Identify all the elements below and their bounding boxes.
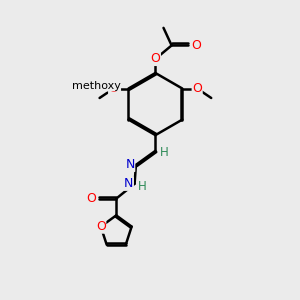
Text: N: N <box>124 177 133 190</box>
Text: O: O <box>109 82 118 95</box>
Text: O: O <box>86 192 96 205</box>
Text: N: N <box>125 158 135 171</box>
Text: O: O <box>96 220 106 233</box>
Text: H: H <box>138 180 146 193</box>
Text: O: O <box>191 39 201 52</box>
Text: methoxy_l: methoxy_l <box>91 102 98 104</box>
Text: methyl_l: methyl_l <box>95 101 101 103</box>
Text: O: O <box>151 52 160 65</box>
Text: H: H <box>160 146 168 160</box>
Text: methoxy: methoxy <box>72 81 121 91</box>
Text: O: O <box>192 82 202 95</box>
